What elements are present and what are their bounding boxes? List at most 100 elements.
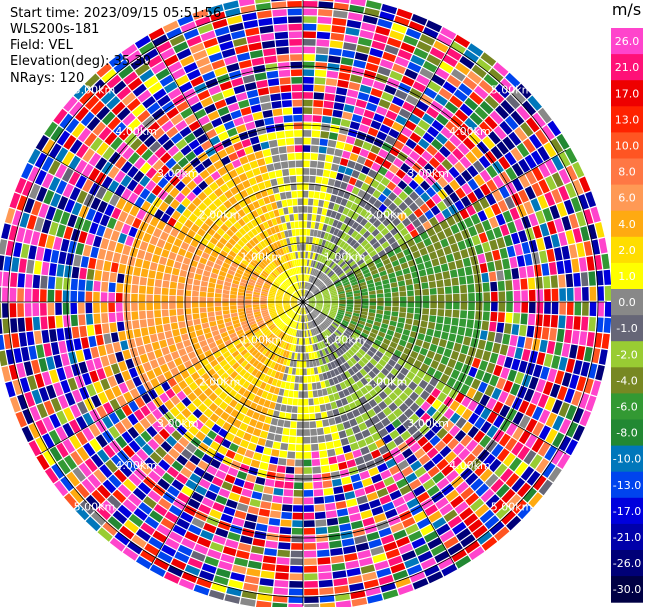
radar-gate — [327, 282, 334, 288]
radar-gate — [585, 191, 597, 208]
radar-gate — [500, 367, 510, 380]
radar-gate — [378, 249, 386, 257]
radar-gate — [4, 207, 16, 224]
radar-gate — [388, 272, 396, 279]
radar-gate — [353, 290, 361, 294]
radar-gate — [139, 175, 151, 187]
radar-gate — [425, 20, 442, 33]
radar-gate — [327, 139, 337, 148]
radar-gate — [341, 334, 348, 341]
radar-gate — [158, 201, 169, 212]
radar-gate — [2, 287, 9, 302]
radar-gate — [454, 501, 469, 515]
radar-gate — [306, 292, 312, 298]
radar-gate — [376, 309, 384, 315]
radar-gate — [500, 99, 515, 115]
radar-gate — [210, 458, 221, 469]
radar-gate — [464, 540, 480, 554]
radar-gate — [224, 474, 236, 484]
radar-gate — [158, 164, 170, 177]
radar-gate — [253, 291, 260, 296]
radar-gate — [484, 384, 495, 397]
radar-gate — [295, 252, 299, 259]
radar-gate — [499, 247, 509, 259]
radar-gate — [236, 148, 246, 158]
radar-gate — [484, 206, 495, 219]
radar-gate — [397, 280, 406, 287]
radar-gate — [261, 563, 276, 572]
radar-gate — [154, 310, 162, 318]
radar-gate — [278, 534, 291, 542]
radar-gate — [253, 484, 264, 493]
radar-gate — [303, 512, 315, 520]
azimuth-spoke — [302, 38, 456, 303]
radar-gate — [168, 251, 177, 261]
radar-gate — [282, 238, 288, 246]
radar-gate — [329, 40, 344, 49]
radar-gate — [310, 145, 319, 153]
radar-gate — [410, 460, 422, 472]
radar-gate — [214, 306, 222, 312]
radar-gate — [102, 146, 115, 161]
radar-gate — [369, 379, 378, 389]
radar-gate — [274, 280, 281, 286]
radar-gate — [379, 124, 391, 134]
radar-gate — [397, 584, 414, 596]
radar-gate — [304, 290, 307, 297]
radar-gate — [420, 401, 431, 412]
radar-gate — [576, 376, 587, 392]
radar-gate — [377, 266, 386, 273]
radar-gate — [352, 284, 359, 289]
radar-gate — [246, 89, 259, 99]
radar-gate — [307, 314, 311, 321]
radar-gate — [263, 447, 272, 456]
radar-gate — [89, 438, 102, 453]
radar-gate — [52, 208, 64, 223]
radar-gate — [537, 107, 552, 124]
radar-gate — [184, 219, 194, 229]
radar-gate — [0, 287, 2, 302]
colorbar-swatch — [611, 28, 643, 55]
radar-gate — [303, 368, 307, 376]
radar-gate — [352, 312, 360, 317]
radar-gate — [303, 520, 315, 527]
radar-gate — [484, 251, 494, 263]
radar-gate — [287, 253, 292, 261]
radar-gate — [304, 550, 317, 558]
radar-gate — [489, 239, 499, 251]
radar-gate — [272, 495, 283, 504]
radar-gate — [305, 251, 309, 259]
radar-gate — [358, 348, 366, 356]
radar-gate — [260, 326, 268, 332]
radar-gate — [73, 338, 82, 351]
radar-gate — [184, 531, 199, 543]
radar-gate — [431, 181, 442, 193]
radar-gate — [259, 274, 267, 281]
radar-gate — [259, 324, 267, 330]
radar-gate — [232, 517, 245, 527]
radar-gate — [205, 490, 218, 501]
radar-gate — [286, 310, 293, 315]
radar-gate — [381, 367, 390, 376]
radar-gate — [364, 392, 373, 402]
radar-gate — [13, 242, 23, 258]
radar-gate — [372, 273, 380, 279]
radar-gate — [541, 125, 555, 141]
radar-gate — [85, 302, 93, 314]
radar-gate — [357, 172, 367, 182]
radar-gate — [484, 150, 497, 164]
radar-gate — [9, 192, 21, 209]
radar-gate — [201, 453, 213, 464]
radar-gate — [364, 175, 374, 185]
radar-gate — [579, 176, 591, 193]
radar-gate — [102, 479, 117, 494]
radar-gate — [467, 246, 477, 257]
radar-gate — [283, 281, 289, 288]
radar-gate — [303, 39, 316, 46]
radar-gate — [313, 310, 319, 316]
radar-gate — [437, 302, 445, 309]
radar-gate — [259, 364, 266, 372]
radar-gate — [194, 543, 209, 555]
radar-gate — [253, 395, 261, 404]
radar-gate — [177, 282, 185, 290]
